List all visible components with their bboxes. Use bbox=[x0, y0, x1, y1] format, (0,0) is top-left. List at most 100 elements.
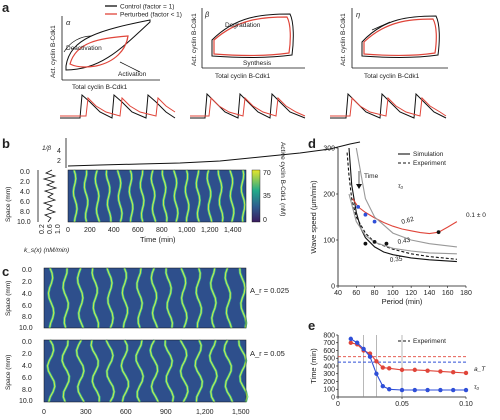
greek-eta: η bbox=[356, 10, 360, 19]
panel-label-a: a bbox=[2, 0, 10, 15]
d-annotation-range: 0.1 ± 0 bbox=[466, 212, 486, 219]
data-point bbox=[348, 336, 353, 342]
wavefront-core bbox=[195, 267, 202, 329]
legend-control: Control (factor = 1) bbox=[120, 4, 174, 11]
panel-label-b: b bbox=[2, 136, 10, 151]
b-ytick-0: 0.0 bbox=[20, 169, 30, 176]
wavefront-core bbox=[164, 339, 174, 403]
y-tick-label: 400 bbox=[323, 363, 335, 370]
c1-yaxis-label: Space (mm) bbox=[5, 281, 12, 316]
wavefront-core bbox=[135, 339, 144, 403]
annotation-activation: Activation bbox=[118, 71, 147, 78]
wavefront-core bbox=[47, 339, 56, 403]
wavefront-core bbox=[209, 339, 218, 403]
data-point bbox=[463, 370, 469, 376]
x-tick-label: 100 bbox=[387, 290, 399, 297]
annotation-deactivation: Deactivation bbox=[66, 45, 102, 52]
b-ytick-8: 8.0 bbox=[20, 209, 30, 216]
d-annotation-tau: τ₀ bbox=[398, 183, 403, 190]
b-xtick-400: 400 bbox=[108, 227, 120, 234]
y-axis-label: Wave speed (μm/min) bbox=[309, 180, 318, 254]
heatmap-c2: A_r = 0.05 bbox=[43, 339, 285, 403]
x-tick-label: 60 bbox=[352, 290, 360, 297]
beta-profile: 1/β 4 2 bbox=[42, 138, 361, 168]
y-tick-label: 200 bbox=[323, 379, 335, 386]
c1-annotation: A_r = 0.025 bbox=[250, 286, 289, 295]
annotation-synthesis: Synthesis bbox=[243, 60, 272, 67]
y-tick-label: 0 bbox=[331, 283, 335, 290]
c2-annotation: A_r = 0.05 bbox=[250, 349, 285, 358]
data-point bbox=[374, 359, 379, 364]
data-point bbox=[463, 387, 469, 393]
c2-ytick-4: 4.0 bbox=[22, 363, 32, 370]
x-tick-label: 140 bbox=[424, 290, 436, 297]
highlight-point bbox=[372, 219, 377, 224]
y-tick-label: 800 bbox=[323, 332, 335, 339]
x-tick-label: 160 bbox=[442, 290, 454, 297]
c2-yaxis-label: Space (mm) bbox=[5, 355, 12, 390]
b-ytick-2: 2.0 bbox=[20, 179, 30, 186]
c2-ytick-10: 10.0 bbox=[19, 398, 33, 405]
y-axis-label: Time (min) bbox=[309, 348, 318, 384]
c1-ytick-4: 4.0 bbox=[22, 291, 32, 298]
wavefront-core bbox=[61, 339, 70, 403]
data-point bbox=[361, 346, 366, 352]
b-xtick-0: 0 bbox=[66, 227, 70, 234]
y-tick-label: 300 bbox=[323, 371, 335, 378]
data-point bbox=[348, 340, 353, 345]
chart-d: 0 100 200 300 40 60 80 100 120 140 160 180 Period (m… bbox=[309, 145, 472, 306]
c1-ytick-0: 0.0 bbox=[22, 267, 32, 274]
c-xaxis: 0 300 600 900 1,200 1,500 bbox=[42, 409, 250, 416]
series-line bbox=[348, 193, 457, 255]
c-xtick-600: 600 bbox=[120, 409, 132, 416]
wavefront-core bbox=[90, 339, 100, 403]
x-tick-label: 180 bbox=[460, 290, 472, 297]
xlabel-beta: Total cyclin B-Cdk1 bbox=[215, 73, 271, 80]
highlight-point bbox=[372, 239, 377, 244]
wavefront-core bbox=[62, 267, 69, 329]
ylabel-beta: Act. cyclin B-Cdk1 bbox=[191, 13, 198, 66]
c1-ytick-6: 6.0 bbox=[22, 303, 32, 310]
wavefront-core bbox=[165, 267, 173, 329]
cbar-tick-35: 35 bbox=[263, 193, 271, 200]
series-line bbox=[355, 147, 457, 248]
wavefront-core bbox=[94, 169, 100, 223]
b-xaxis-label: Time (min) bbox=[140, 235, 176, 244]
data-point bbox=[425, 368, 430, 373]
data-point bbox=[399, 387, 405, 393]
wavefront-core bbox=[150, 267, 158, 329]
x-tick-label: 0.05 bbox=[395, 401, 409, 408]
b-xtick-200: 200 bbox=[84, 227, 96, 234]
c2-ytick-6: 6.0 bbox=[22, 375, 32, 382]
c-xtick-300: 300 bbox=[80, 409, 92, 416]
wavefront-core bbox=[149, 339, 159, 403]
c2-ytick-8: 8.0 bbox=[22, 387, 32, 394]
panel-label-d: d bbox=[308, 136, 316, 151]
xlabel-eta: Total cyclin B-Cdk1 bbox=[364, 73, 420, 80]
data-point bbox=[451, 387, 456, 393]
b-ytick-10: 10.0 bbox=[17, 219, 31, 226]
highlight-point bbox=[356, 204, 361, 209]
x-tick-label: 80 bbox=[371, 290, 379, 297]
heatmap-b-xaxis: 0 200 400 600 800 1,000 1,200 1,400 Time… bbox=[66, 227, 242, 244]
wavefront-core bbox=[240, 169, 246, 223]
series-line bbox=[350, 342, 467, 374]
data-point bbox=[451, 370, 456, 375]
top-tick-2: 2 bbox=[57, 158, 61, 165]
ylabel-eta: Act. cyclin B-Cdk1 bbox=[340, 13, 347, 66]
oscillation-traces bbox=[60, 92, 447, 119]
panel-label-c: c bbox=[2, 264, 9, 279]
wavefront-core bbox=[194, 339, 203, 403]
b-xtick-600: 600 bbox=[132, 227, 144, 234]
c1-ytick-10: 10.0 bbox=[19, 325, 33, 332]
data-point bbox=[425, 387, 430, 393]
b-yaxis-label: Space (mm) bbox=[5, 187, 12, 222]
wavefront-core bbox=[76, 339, 85, 403]
c-yaxes: 0.0 2.0 4.0 6.0 8.0 10.0 Space (mm) 0.0 … bbox=[5, 267, 33, 405]
x-tick-label: 0.10 bbox=[459, 401, 473, 408]
wavefront-core bbox=[217, 169, 224, 223]
c-xtick-1500: 1,500 bbox=[232, 409, 250, 416]
series-line bbox=[350, 338, 466, 391]
